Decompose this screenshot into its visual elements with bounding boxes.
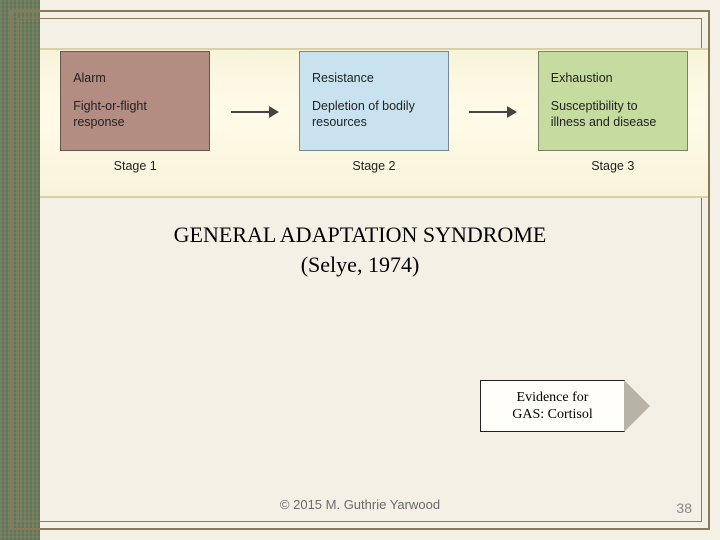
stage-3-block: Exhaustion Susceptibility to illness and… xyxy=(538,51,688,173)
gas-diagram: Alarm Fight-or-flight response Stage 1 R… xyxy=(40,48,708,198)
page-number: 38 xyxy=(676,500,692,516)
title-line-1: GENERAL ADAPTATION SYNDROME xyxy=(0,220,720,250)
stage-3-title: Exhaustion xyxy=(551,71,675,85)
stage-2-title: Resistance xyxy=(312,71,436,85)
stage-1-block: Alarm Fight-or-flight response Stage 1 xyxy=(60,51,210,173)
title-line-2: (Selye, 1974) xyxy=(0,250,720,280)
slide-title: GENERAL ADAPTATION SYNDROME (Selye, 1974… xyxy=(0,220,720,279)
stage-2-box: Resistance Depletion of bodily resources xyxy=(299,51,449,151)
stage-2-label: Stage 2 xyxy=(352,159,395,173)
stage-3-desc: Susceptibility to illness and disease xyxy=(551,99,675,130)
stage-1-box: Alarm Fight-or-flight response xyxy=(60,51,210,151)
callout-line-2: GAS: Cortisol xyxy=(512,406,593,424)
callout-box: Evidence for GAS: Cortisol xyxy=(480,380,625,432)
stage-3-box: Exhaustion Susceptibility to illness and… xyxy=(538,51,688,151)
chevron-right-icon xyxy=(624,380,650,432)
stage-2-desc: Depletion of bodily resources xyxy=(312,99,436,130)
stage-1-desc: Fight-or-flight response xyxy=(73,99,197,130)
stage-2-block: Resistance Depletion of bodily resources… xyxy=(299,51,449,173)
arrow-icon xyxy=(469,106,517,118)
stage-1-label: Stage 1 xyxy=(114,159,157,173)
arrow-icon xyxy=(231,106,279,118)
footer-credit: © 2015 M. Guthrie Yarwood xyxy=(0,497,720,512)
stage-1-title: Alarm xyxy=(73,71,197,85)
callout-line-1: Evidence for xyxy=(517,389,589,407)
stage-3-label: Stage 3 xyxy=(591,159,634,173)
evidence-callout: Evidence for GAS: Cortisol xyxy=(480,380,650,432)
slide-background: Alarm Fight-or-flight response Stage 1 R… xyxy=(0,0,720,540)
